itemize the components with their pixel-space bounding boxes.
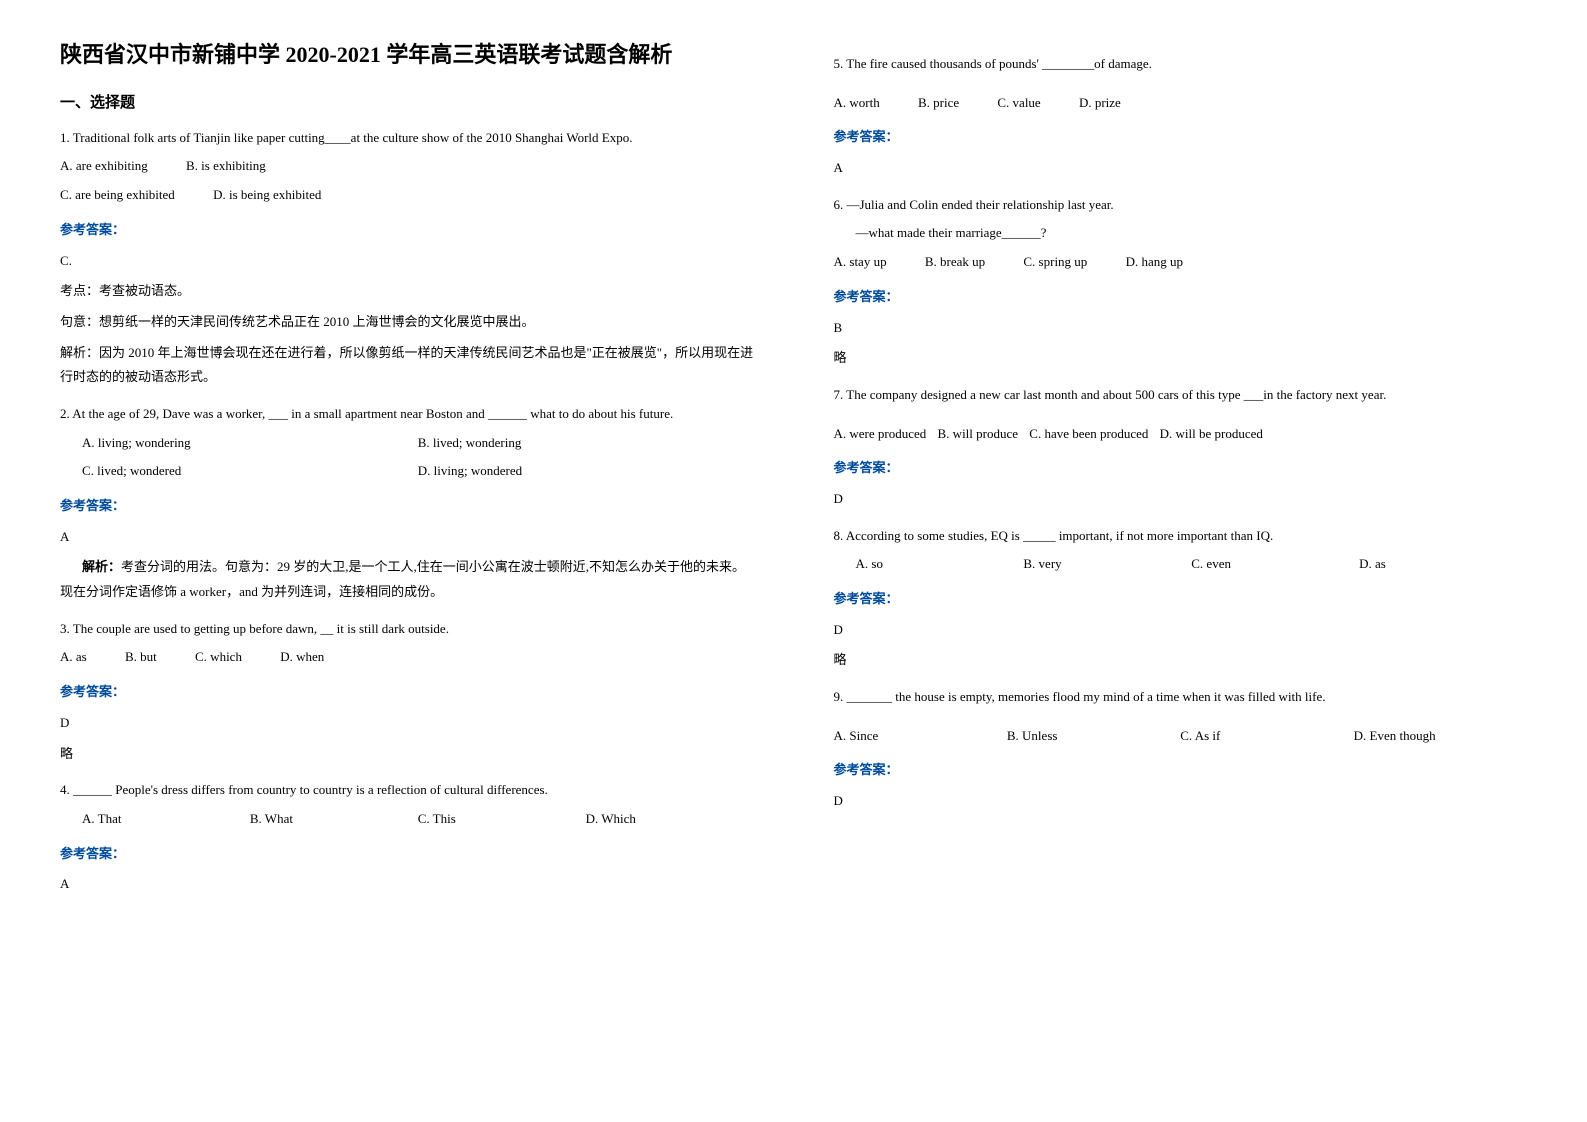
q7-text: 7. The company designed a new car last m…: [834, 383, 1528, 408]
q2-options-row2: C. lived; wondered D. living; wondered: [60, 459, 754, 484]
question-5: 5. The fire caused thousands of pounds' …: [834, 52, 1528, 181]
q6-answer-label: 参考答案：: [834, 285, 1528, 310]
q4-option-c: C. This: [418, 807, 576, 832]
q1-point: 考点：考查被动语态。: [60, 279, 754, 304]
q4-option-d: D. Which: [586, 807, 744, 832]
question-9: 9. _______ the house is empty, memories …: [834, 685, 1528, 814]
q5-answer: A: [834, 156, 1528, 181]
q9-option-c: C. As if: [1180, 724, 1343, 749]
q8-text: 8. According to some studies, EQ is ____…: [834, 524, 1528, 549]
q9-answer-label: 参考答案：: [834, 758, 1528, 783]
q2-option-c: C. lived; wondered: [82, 459, 408, 484]
q9-options: A. Since B. Unless C. As if D. Even thou…: [834, 724, 1528, 749]
q9-option-a: A. Since: [834, 724, 997, 749]
q4-answer: A: [60, 872, 754, 897]
q6-answer: B: [834, 316, 1528, 341]
q3-option-a: A. as: [60, 645, 87, 670]
q9-option-b: B. Unless: [1007, 724, 1170, 749]
q3-options: A. as B. but C. which D. when: [60, 645, 754, 670]
q8-answer: D: [834, 618, 1528, 643]
q1-option-c: C. are being exhibited: [60, 183, 175, 208]
q5-option-c: C. value: [997, 91, 1040, 116]
q2-option-b: B. lived; wondering: [418, 431, 744, 456]
q6-note: 略: [834, 346, 1528, 371]
q1-options-row1: A. are exhibiting B. is exhibiting: [60, 154, 754, 179]
q1-meaning: 句意：想剪纸一样的天津民间传统艺术品正在 2010 上海世博会的文化展览中展出。: [60, 310, 754, 335]
q7-option-d: D. will be produced: [1160, 422, 1263, 447]
q3-option-c: C. which: [195, 645, 242, 670]
q2-options-row1: A. living; wondering B. lived; wondering: [60, 431, 754, 456]
q2-analysis: 解析：考查分词的用法。句意为：29 岁的大卫,是一个工人,住在一间小公寓在波士顿…: [60, 555, 754, 604]
q5-option-a: A. worth: [834, 91, 880, 116]
q8-option-c: C. even: [1191, 552, 1349, 577]
q6-options: A. stay up B. break up C. spring up D. h…: [834, 250, 1528, 275]
q1-analysis: 解析：因为 2010 年上海世博会现在还在进行着，所以像剪纸一样的天津传统民间艺…: [60, 341, 754, 390]
document-title: 陕西省汉中市新铺中学 2020-2021 学年高三英语联考试题含解析: [60, 40, 754, 71]
q7-option-b: B. will produce: [938, 422, 1019, 447]
q8-option-d: D. as: [1359, 552, 1517, 577]
q6-line2: —what made their marriage______?: [834, 221, 1528, 246]
q8-option-a: A. so: [856, 552, 1014, 577]
question-1: 1. Traditional folk arts of Tianjin like…: [60, 126, 754, 390]
q3-option-b: B. but: [125, 645, 157, 670]
q8-answer-label: 参考答案：: [834, 587, 1528, 612]
q3-answer: D: [60, 711, 754, 736]
q9-text: 9. _______ the house is empty, memories …: [834, 685, 1528, 710]
q5-option-d: D. prize: [1079, 91, 1121, 116]
question-4: 4. ______ People's dress differs from co…: [60, 778, 754, 897]
q2-text: 2. At the age of 29, Dave was a worker, …: [60, 402, 754, 427]
q4-options: A. That B. What C. This D. Which: [60, 807, 754, 832]
q2-analysis-text: 考查分词的用法。句意为：29 岁的大卫,是一个工人,住在一间小公寓在波士顿附近,…: [60, 559, 745, 599]
q1-answer-label: 参考答案：: [60, 218, 754, 243]
section-header: 一、选择题: [60, 91, 754, 112]
q1-options-row2: C. are being exhibited D. is being exhib…: [60, 183, 754, 208]
q2-option-a: A. living; wondering: [82, 431, 408, 456]
q4-answer-label: 参考答案：: [60, 842, 754, 867]
question-8: 8. According to some studies, EQ is ____…: [834, 524, 1528, 673]
q3-answer-label: 参考答案：: [60, 680, 754, 705]
q1-option-a: A. are exhibiting: [60, 154, 148, 179]
q1-answer: C.: [60, 249, 754, 274]
q6-option-b: B. break up: [925, 250, 985, 275]
question-6: 6. —Julia and Colin ended their relation…: [834, 193, 1528, 371]
q6-line1: 6. —Julia and Colin ended their relation…: [834, 193, 1528, 218]
q4-text: 4. ______ People's dress differs from co…: [60, 778, 754, 803]
q7-option-c: C. have been produced: [1029, 422, 1148, 447]
q7-answer: D: [834, 487, 1528, 512]
q4-option-a: A. That: [82, 807, 240, 832]
q9-answer: D: [834, 789, 1528, 814]
q3-option-d: D. when: [280, 645, 324, 670]
q7-answer-label: 参考答案：: [834, 456, 1528, 481]
q5-text: 5. The fire caused thousands of pounds' …: [834, 52, 1528, 77]
question-7: 7. The company designed a new car last m…: [834, 383, 1528, 512]
q8-option-b: B. very: [1023, 552, 1181, 577]
question-3: 3. The couple are used to getting up bef…: [60, 617, 754, 766]
page-container: 陕西省汉中市新铺中学 2020-2021 学年高三英语联考试题含解析 一、选择题…: [60, 40, 1527, 909]
q7-option-a: A. were produced: [834, 422, 927, 447]
q2-analysis-label: 解析：: [60, 559, 121, 574]
q1-text: 1. Traditional folk arts of Tianjin like…: [60, 126, 754, 151]
q4-option-b: B. What: [250, 807, 408, 832]
q5-answer-label: 参考答案：: [834, 125, 1528, 150]
q6-option-a: A. stay up: [834, 250, 887, 275]
q8-options: A. so B. very C. even D. as: [834, 552, 1528, 577]
q2-answer: A: [60, 525, 754, 550]
q3-text: 3. The couple are used to getting up bef…: [60, 617, 754, 642]
q1-option-d: D. is being exhibited: [213, 183, 321, 208]
q3-note: 略: [60, 742, 754, 767]
q5-options: A. worth B. price C. value D. prize: [834, 91, 1528, 116]
q2-answer-label: 参考答案：: [60, 494, 754, 519]
q9-option-d: D. Even though: [1354, 724, 1517, 749]
q2-option-d: D. living; wondered: [418, 459, 744, 484]
left-column: 陕西省汉中市新铺中学 2020-2021 学年高三英语联考试题含解析 一、选择题…: [60, 40, 754, 909]
q7-options: A. were produced B. will produce C. have…: [834, 422, 1528, 447]
question-2: 2. At the age of 29, Dave was a worker, …: [60, 402, 754, 605]
q8-note: 略: [834, 648, 1528, 673]
q5-option-b: B. price: [918, 91, 959, 116]
q6-option-d: D. hang up: [1126, 250, 1183, 275]
q1-option-b: B. is exhibiting: [186, 154, 266, 179]
right-column: 5. The fire caused thousands of pounds' …: [834, 40, 1528, 909]
q6-option-c: C. spring up: [1023, 250, 1087, 275]
